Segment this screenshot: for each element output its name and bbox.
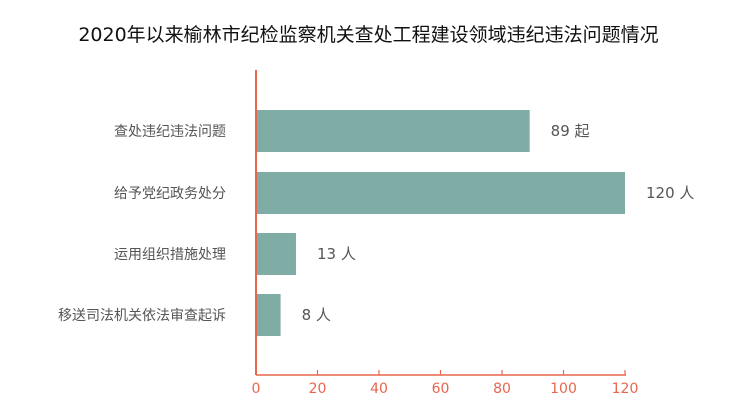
x-tick-label: 20 bbox=[309, 381, 327, 397]
data-label: 120 人 bbox=[646, 184, 694, 202]
category-label: 查处违纪违法问题 bbox=[114, 124, 226, 140]
bar bbox=[256, 294, 281, 336]
chart-title: 2020年以来榆林市纪检监察机关查处工程建设领域违纪违法问题情况 bbox=[78, 24, 659, 46]
bar bbox=[256, 172, 625, 214]
category-label: 运用组织措施处理 bbox=[114, 247, 226, 263]
x-tick-label: 120 bbox=[612, 381, 639, 397]
category-label: 给予党纪政务处分 bbox=[114, 186, 226, 202]
x-tick-label: 80 bbox=[493, 381, 511, 397]
category-label: 移送司法机关依法审查起诉 bbox=[58, 308, 226, 324]
bar bbox=[256, 233, 296, 275]
data-label: 8 人 bbox=[302, 306, 331, 324]
x-tick-label: 60 bbox=[432, 381, 450, 397]
x-tick-label: 40 bbox=[370, 381, 388, 397]
x-tick-label: 0 bbox=[252, 381, 261, 397]
data-label: 89 起 bbox=[551, 122, 590, 140]
bar bbox=[256, 110, 530, 152]
x-tick-label: 100 bbox=[550, 381, 577, 397]
data-label: 13 人 bbox=[317, 245, 356, 263]
